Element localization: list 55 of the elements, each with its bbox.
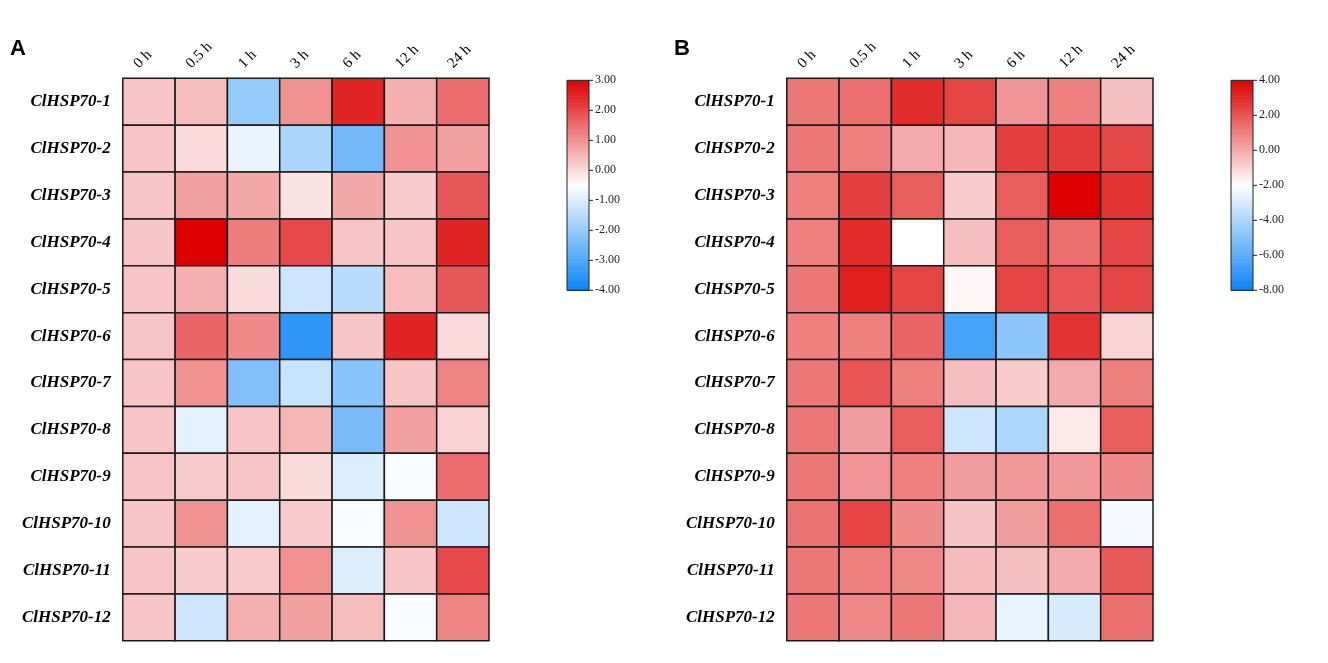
- y-tick-label: ClHSP70-11: [686, 559, 775, 579]
- y-tick-label: ClHSP70-12: [21, 606, 112, 626]
- y-tick-label: ClHSP70-5: [30, 278, 112, 298]
- y-tick-label: ClHSP70-6: [30, 325, 112, 345]
- y-tick-label: ClHSP70-11: [22, 559, 111, 579]
- x-tick-label: 6 h: [339, 45, 364, 71]
- color-bar-label: 1.00: [595, 132, 616, 147]
- color-bar-label: -3.00: [595, 252, 620, 267]
- y-tick-label: ClHSP70-9: [694, 466, 776, 486]
- y-tick-label: ClHSP70-5: [694, 278, 776, 298]
- y-tick-label: ClHSP70-4: [694, 231, 775, 251]
- color-bar-label: 2.00: [595, 102, 616, 117]
- x-tick-label: 12 h: [1055, 40, 1086, 71]
- color-bar-label: -1.00: [595, 192, 620, 207]
- y-tick-label: ClHSP70-10: [685, 513, 776, 533]
- color-bar-label: 0.00: [595, 162, 616, 177]
- y-tick-label: ClHSP70-8: [30, 419, 112, 439]
- x-tick-label: 3 h: [286, 45, 312, 71]
- y-tick-label: ClHSP70-3: [694, 184, 776, 204]
- color-bar-label: 0.00: [1259, 142, 1280, 157]
- y-tick-label: ClHSP70-7: [30, 372, 113, 392]
- y-tick-label: ClHSP70-1: [30, 91, 111, 111]
- y-tick-label: ClHSP70-7: [694, 372, 777, 392]
- y-tick-label: ClHSP70-2: [694, 138, 776, 158]
- x-tick-label: 24 h: [443, 40, 474, 71]
- x-tick-label: 24 h: [1107, 40, 1138, 71]
- y-tick-label: ClHSP70-4: [30, 231, 111, 251]
- y-tick-label: ClHSP70-6: [694, 325, 776, 345]
- color-bar-label: -2.00: [1259, 177, 1284, 192]
- x-tick-label: 6 h: [1003, 45, 1028, 71]
- x-tick-label: 0 h: [793, 45, 819, 71]
- color-bar-label: -2.00: [595, 222, 620, 237]
- color-bar-label: 4.00: [1259, 72, 1280, 87]
- x-tick-label: 3 h: [950, 45, 976, 71]
- y-tick-label: ClHSP70-10: [21, 513, 112, 533]
- y-tick-label: ClHSP70-8: [694, 419, 776, 439]
- x-tick-label: 1 h: [234, 45, 260, 71]
- y-tick-label: ClHSP70-3: [30, 184, 112, 204]
- x-tick-label: 0.5 h: [182, 38, 215, 71]
- color-bar-label: -6.00: [1259, 247, 1284, 262]
- color-bar-label: -8.00: [1259, 282, 1284, 297]
- y-tick-label: ClHSP70-2: [30, 138, 112, 158]
- x-tick-label: 1 h: [898, 45, 924, 71]
- chart-title: B: [674, 35, 690, 61]
- y-tick-label: ClHSP70-1: [694, 91, 775, 111]
- color-bar-label: 3.00: [595, 72, 616, 87]
- color-bar-label: 2.00: [1259, 107, 1280, 122]
- x-tick-label: 0 h: [129, 45, 155, 71]
- y-tick-label: ClHSP70-9: [30, 466, 112, 486]
- x-tick-label: 0.5 h: [846, 38, 879, 71]
- color-bar-label: -4.00: [1259, 212, 1284, 227]
- chart-title: A: [10, 35, 26, 61]
- y-tick-label: ClHSP70-12: [685, 606, 776, 626]
- x-tick-label: 12 h: [391, 40, 422, 71]
- color-bar-label: -4.00: [595, 282, 620, 297]
